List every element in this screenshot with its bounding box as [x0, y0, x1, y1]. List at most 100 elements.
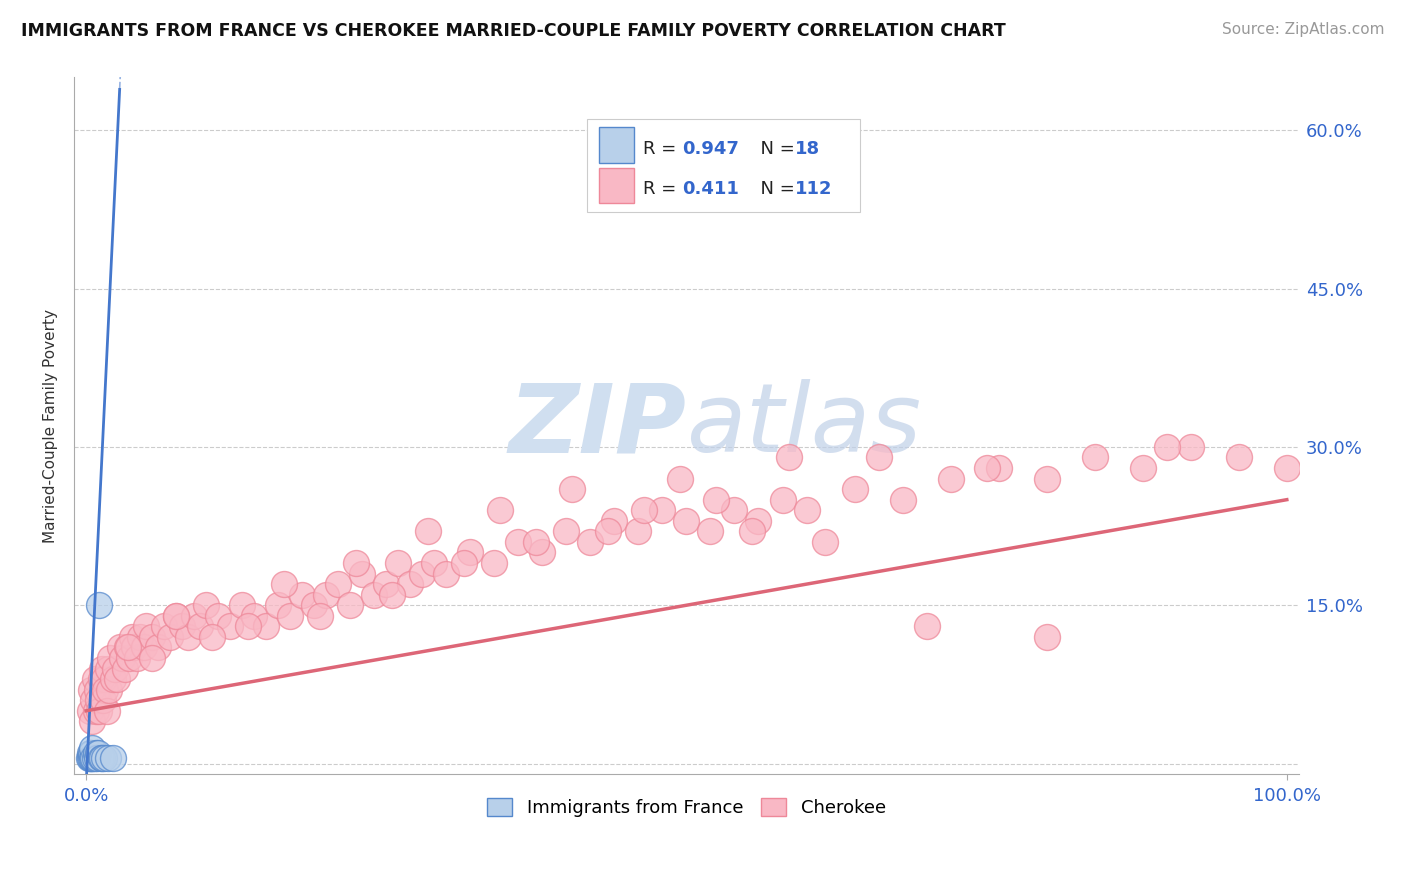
Point [219, 619, 242, 633]
Point [273, 577, 295, 591]
Point [339, 599, 361, 613]
Point [82, 740, 104, 755]
Point [291, 588, 314, 602]
Point [101, 751, 124, 765]
Point [375, 577, 398, 591]
Text: 0.947: 0.947 [682, 140, 740, 158]
Point [101, 672, 124, 686]
Point [796, 503, 818, 517]
Point [141, 651, 163, 665]
Point [1035, 630, 1057, 644]
Point [132, 640, 155, 655]
Point [93, 672, 115, 686]
Point [1156, 440, 1178, 454]
Point [146, 640, 169, 655]
Point [96, 704, 118, 718]
Point [90, 662, 112, 676]
Point [344, 556, 367, 570]
Point [555, 524, 578, 539]
Point [460, 545, 482, 559]
Point [89, 672, 111, 686]
Point [231, 599, 253, 613]
Point [98, 651, 121, 665]
Point [82, 714, 104, 729]
Text: ZIP: ZIP [509, 379, 686, 472]
Point [115, 640, 138, 655]
Point [121, 630, 143, 644]
Point [90, 751, 112, 765]
Text: IMMIGRANTS FROM FRANCE VS CHEROKEE MARRIED-COUPLE FAMILY POVERTY CORRELATION CHA: IMMIGRANTS FROM FRANCE VS CHEROKEE MARRI… [21, 22, 1005, 40]
Y-axis label: Married-Couple Family Poverty: Married-Couple Family Poverty [44, 309, 58, 543]
Point [387, 556, 409, 570]
Text: 18: 18 [794, 140, 820, 158]
Point [125, 651, 148, 665]
Point [183, 608, 205, 623]
Point [267, 599, 290, 613]
Point [651, 503, 673, 517]
Point [976, 461, 998, 475]
Point [915, 619, 938, 633]
Point [195, 599, 218, 613]
Point [868, 450, 890, 465]
Text: R =: R = [643, 140, 682, 158]
Point [108, 640, 131, 655]
Point [1275, 461, 1298, 475]
Point [77, 751, 100, 765]
Point [399, 577, 422, 591]
Point [741, 524, 763, 539]
Point [418, 524, 440, 539]
Point [165, 608, 187, 623]
Point [122, 640, 145, 655]
Point [91, 693, 114, 707]
Point [328, 577, 350, 591]
Point [489, 503, 512, 517]
Point [603, 514, 626, 528]
Point [97, 662, 120, 676]
Text: atlas: atlas [686, 379, 921, 472]
Point [188, 619, 211, 633]
Point [598, 524, 620, 539]
Point [87, 746, 110, 760]
Point [315, 588, 337, 602]
Point [423, 556, 446, 570]
Point [508, 535, 530, 549]
Text: R =: R = [643, 180, 682, 198]
Point [309, 608, 332, 623]
Point [82, 751, 104, 765]
Point [531, 545, 554, 559]
Point [79, 746, 101, 760]
Point [844, 482, 866, 496]
Point [177, 630, 200, 644]
Point [83, 751, 105, 765]
Point [891, 492, 914, 507]
Point [699, 524, 721, 539]
Point [278, 608, 301, 623]
Point [80, 751, 103, 765]
Point [141, 630, 163, 644]
Text: 0.411: 0.411 [682, 180, 740, 198]
Point [84, 746, 107, 760]
Point [97, 751, 120, 765]
Point [118, 651, 141, 665]
Point [201, 630, 224, 644]
Point [89, 704, 111, 718]
Legend: Immigrants from France, Cherokee: Immigrants from France, Cherokee [479, 791, 893, 824]
Point [1132, 461, 1154, 475]
Point [104, 662, 127, 676]
Point [86, 751, 108, 765]
Point [111, 651, 134, 665]
Point [83, 672, 105, 686]
Point [772, 492, 794, 507]
Point [778, 450, 800, 465]
Point [135, 619, 157, 633]
Point [524, 535, 547, 549]
Point [669, 472, 692, 486]
Point [84, 704, 107, 718]
Point [89, 599, 111, 613]
Point [411, 566, 433, 581]
Point [82, 693, 104, 707]
Point [813, 535, 835, 549]
Point [254, 619, 277, 633]
Point [363, 588, 385, 602]
Point [207, 608, 229, 623]
